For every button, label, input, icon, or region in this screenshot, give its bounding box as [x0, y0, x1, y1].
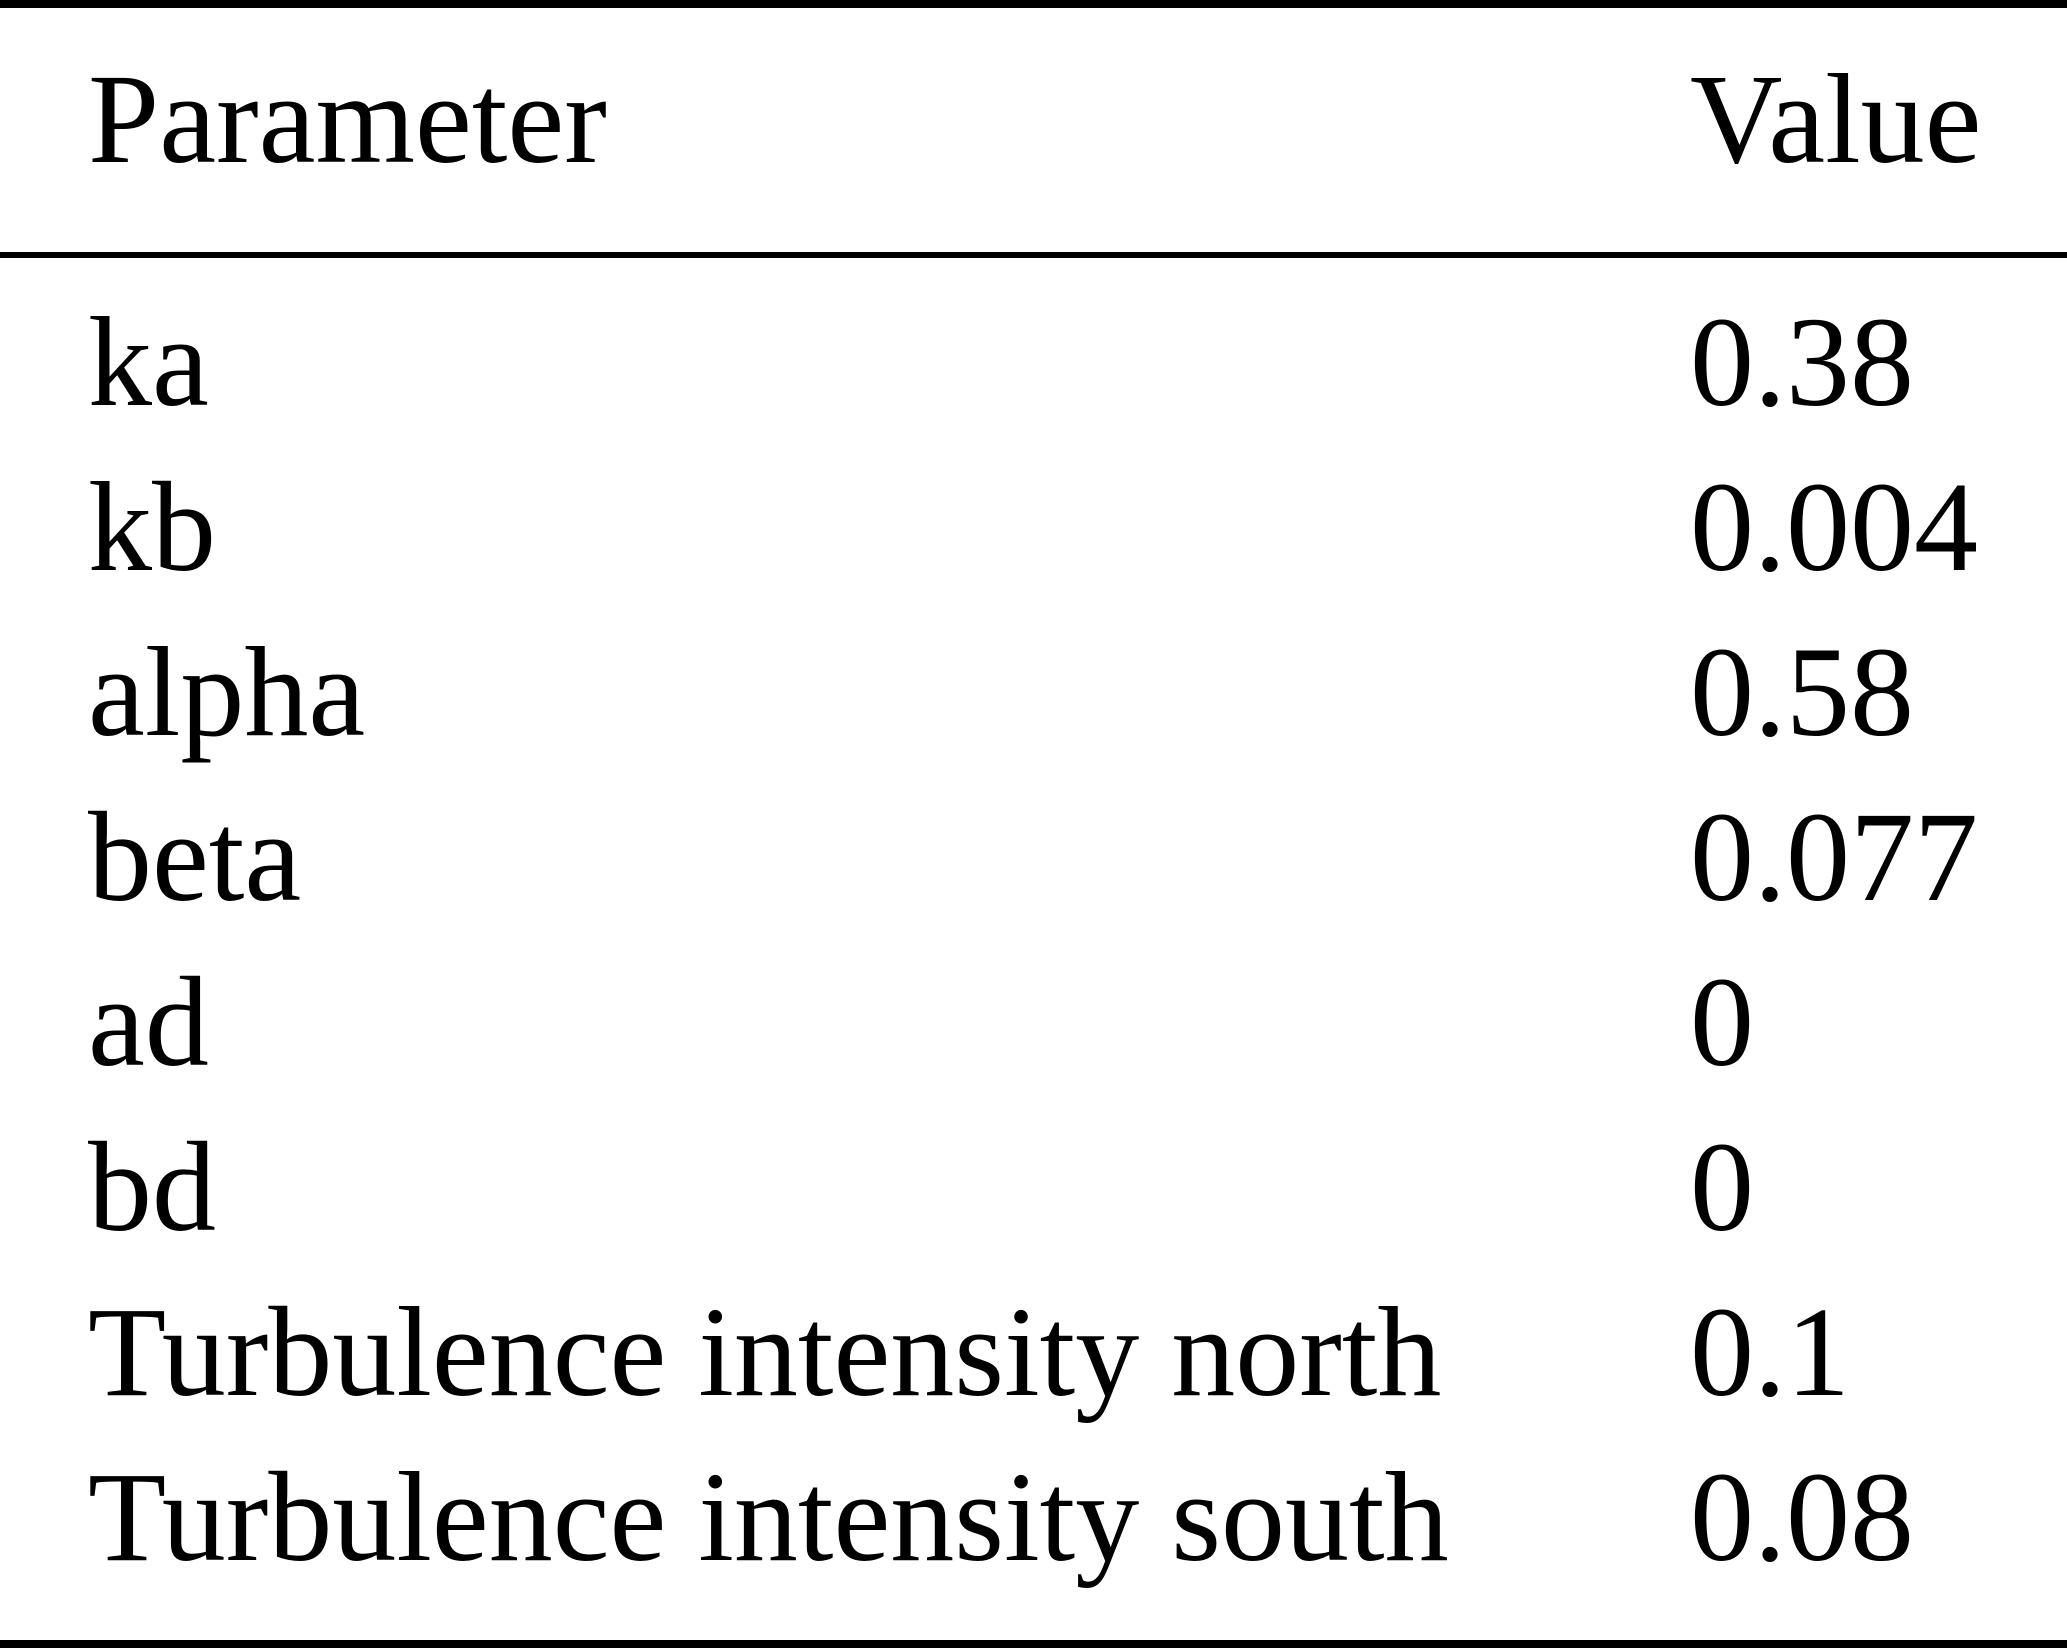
parameter-cell: bd: [88, 1116, 216, 1258]
table-row: ad 0: [0, 940, 2067, 1105]
table-row: ka 0.38: [0, 280, 2067, 445]
table-body: ka 0.38 kb 0.004 alpha 0.58 beta 0.077 a…: [0, 258, 2067, 1640]
value-cell: 0.077: [1690, 786, 1978, 928]
table-row: bd 0: [0, 1105, 2067, 1270]
parameter-cell: Turbulence intensity south: [88, 1446, 1449, 1588]
table-bottom-rule: [0, 1640, 2067, 1648]
value-cell: 0.38: [1690, 291, 1914, 433]
header-value: Value: [1690, 47, 1982, 190]
value-cell: 0: [1690, 951, 1754, 1093]
table-row: kb 0.004: [0, 445, 2067, 610]
table-row: alpha 0.58: [0, 610, 2067, 775]
parameter-cell: ad: [88, 951, 209, 1093]
table-row: beta 0.077: [0, 775, 2067, 940]
value-cell: 0.004: [1690, 456, 1978, 598]
table-header-rule: [0, 252, 2067, 258]
value-cell: 0.58: [1690, 621, 1914, 763]
parameter-cell: ka: [88, 291, 209, 433]
value-cell: 0: [1690, 1116, 1754, 1258]
table-top-rule: [0, 0, 2067, 8]
value-cell: 0.1: [1690, 1281, 1850, 1423]
parameter-cell: kb: [88, 456, 216, 598]
header-parameter: Parameter: [88, 47, 607, 190]
table-row: Turbulence intensity south 0.08: [0, 1435, 2067, 1600]
table-header-row: Parameter Value: [0, 8, 2067, 252]
table-row: Turbulence intensity north 0.1: [0, 1270, 2067, 1435]
parameter-cell: Turbulence intensity north: [88, 1281, 1442, 1423]
parameter-cell: alpha: [88, 621, 366, 763]
parameter-cell: beta: [88, 786, 302, 928]
value-cell: 0.08: [1690, 1446, 1914, 1588]
